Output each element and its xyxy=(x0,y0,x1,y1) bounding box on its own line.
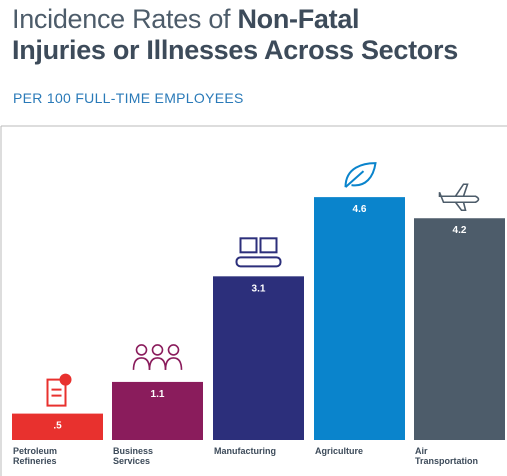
icon-part xyxy=(46,378,67,407)
title-part: Non-Fatal xyxy=(237,4,360,34)
title-part: Injuries or Illnesses Across Sectors xyxy=(12,35,458,65)
icon xyxy=(46,373,72,407)
icon-part xyxy=(59,373,72,386)
icon-part xyxy=(344,162,377,188)
icon-part xyxy=(167,344,180,356)
icon xyxy=(132,344,183,370)
icon-part xyxy=(148,357,167,370)
icon-part xyxy=(235,256,282,268)
value-label: .5 xyxy=(53,421,62,432)
icon-part xyxy=(151,344,164,356)
bar xyxy=(213,276,304,440)
x-tick-label: Petroleum Refineries xyxy=(13,446,58,466)
icon-part xyxy=(438,183,480,212)
icon-part xyxy=(239,237,258,254)
bar xyxy=(314,197,405,440)
bar xyxy=(414,218,505,440)
bar xyxy=(12,413,103,440)
x-tick-label: Agriculture xyxy=(315,446,364,456)
x-tick-label: Manufacturing xyxy=(214,446,276,456)
bar xyxy=(112,381,203,440)
icon xyxy=(438,183,480,212)
icon xyxy=(235,237,282,268)
icon-part xyxy=(132,357,151,370)
value-label: 4.2 xyxy=(453,225,467,236)
chart-title: Incidence Rates of Non-Fatal Injuries or … xyxy=(12,4,458,66)
title-part: Incidence Rates of xyxy=(12,4,231,34)
x-tick-label: Business Services xyxy=(113,446,154,466)
value-label: 3.1 xyxy=(252,283,266,294)
subtitle: PER 100 FULL-TIME EMPLOYEES xyxy=(13,90,244,106)
icon-part xyxy=(135,344,148,356)
x-tick-label: Air Transportation xyxy=(415,446,479,466)
icon-part xyxy=(259,237,278,254)
value-label: 4.6 xyxy=(353,204,367,215)
icon xyxy=(344,162,377,188)
icon-part xyxy=(164,357,183,370)
value-label: 1.1 xyxy=(151,389,165,400)
